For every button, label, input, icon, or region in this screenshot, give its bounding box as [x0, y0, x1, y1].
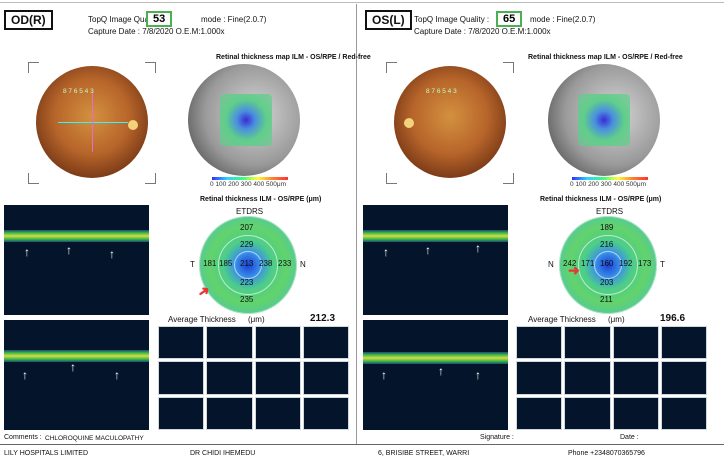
etdrs-title-os: Retinal thickness ILM - OS/RPE (μm) — [540, 196, 662, 203]
footer-address: 6, BRISIBE STREET, WARRI — [378, 450, 470, 457]
avg-unit-os: (μm) — [608, 315, 625, 324]
date-label: Date : — [620, 434, 639, 441]
etdrs-label-os: ETDRS — [596, 207, 624, 216]
color-scale-od — [212, 177, 288, 180]
comments-label: Comments : — [4, 434, 42, 441]
footer-phone: Phone +2348070365796 — [568, 450, 645, 457]
eye-label-od: OD(R) — [4, 10, 53, 30]
capture-date-os: Capture Date : 7/8/2020 O.E.M:1.000x — [414, 27, 551, 36]
oct-scan-os-2: ↑ ↑ ↑ — [363, 320, 508, 430]
red-arrow-os: ➜ — [568, 262, 580, 278]
signature-label: Signature : — [480, 434, 514, 441]
quality-value-od: 53 — [146, 11, 173, 27]
etdrs-grid-od: 207 229 181 185 213 238 233 223 235 — [199, 216, 297, 314]
fundus-photo-os: 8 7 6 5 4 3 — [386, 62, 514, 184]
bscan-grid-os — [516, 326, 707, 430]
bscan-grid-od — [158, 326, 349, 430]
map-title-os: Retinal thickness map ILM - OS/RPE / Red… — [528, 54, 683, 61]
oct-scan-od-2: ↑ ↑ ↑ — [4, 320, 149, 430]
fundus-photo-od: 8 7 6 5 4 3 — [28, 62, 156, 184]
avg-value-os: 196.6 — [660, 313, 686, 324]
mode-os: mode : Fine(2.0.7) — [530, 15, 596, 24]
etdrs-left-dir-od: T — [190, 260, 195, 269]
etdrs-right-dir-os: T — [660, 260, 665, 269]
avg-label-od: Average Thickness — [168, 315, 236, 324]
quality-label-os: TopQ Image Quality : — [414, 15, 490, 24]
footer-clinic: LILY HOSPITALS LIMITED — [4, 450, 89, 457]
footer-rule — [0, 444, 724, 445]
scale-label-os: 0 100 200 300 400 500μm — [570, 181, 647, 188]
footer-doctor: DR CHIDI IHEMEDU — [190, 450, 256, 457]
quality-label-od: TopQ Image Quality : — [88, 15, 164, 24]
color-scale-os — [572, 177, 648, 180]
quality-value-os: 65 — [496, 11, 523, 27]
avg-value-od: 212.3 — [310, 313, 336, 324]
etdrs-right-dir-od: N — [300, 260, 306, 269]
thickness-map-od — [188, 64, 300, 176]
oct-scan-os-1: ↑ ↑ ↑ — [363, 205, 508, 315]
oct-scan-od-1: ↑ ↑ ↑ — [4, 205, 149, 315]
etdrs-left-dir-os: N — [548, 260, 554, 269]
center-divider — [356, 4, 357, 444]
etdrs-label-od: ETDRS — [236, 207, 264, 216]
etdrs-grid-os: 189 216 242 171 160 192 173 203 211 — [559, 216, 657, 314]
map-title-od: Retinal thickness map ILM - OS/RPE / Red… — [216, 54, 371, 61]
avg-unit-od: (μm) — [248, 315, 265, 324]
avg-label-os: Average Thickness — [528, 315, 596, 324]
comments-value: CHLOROQUINE MACULOPATHY — [45, 435, 144, 442]
top-rule — [0, 2, 724, 3]
mode-od: mode : Fine(2.0.7) — [201, 15, 267, 24]
capture-date-od: Capture Date : 7/8/2020 O.E.M:1.000x — [88, 27, 225, 36]
eye-label-os: OS(L) — [365, 10, 412, 30]
etdrs-title-od: Retinal thickness ILM - OS/RPE (μm) — [200, 196, 322, 203]
thickness-map-os — [548, 64, 660, 176]
scale-label-od: 0 100 200 300 400 500μm — [210, 181, 287, 188]
